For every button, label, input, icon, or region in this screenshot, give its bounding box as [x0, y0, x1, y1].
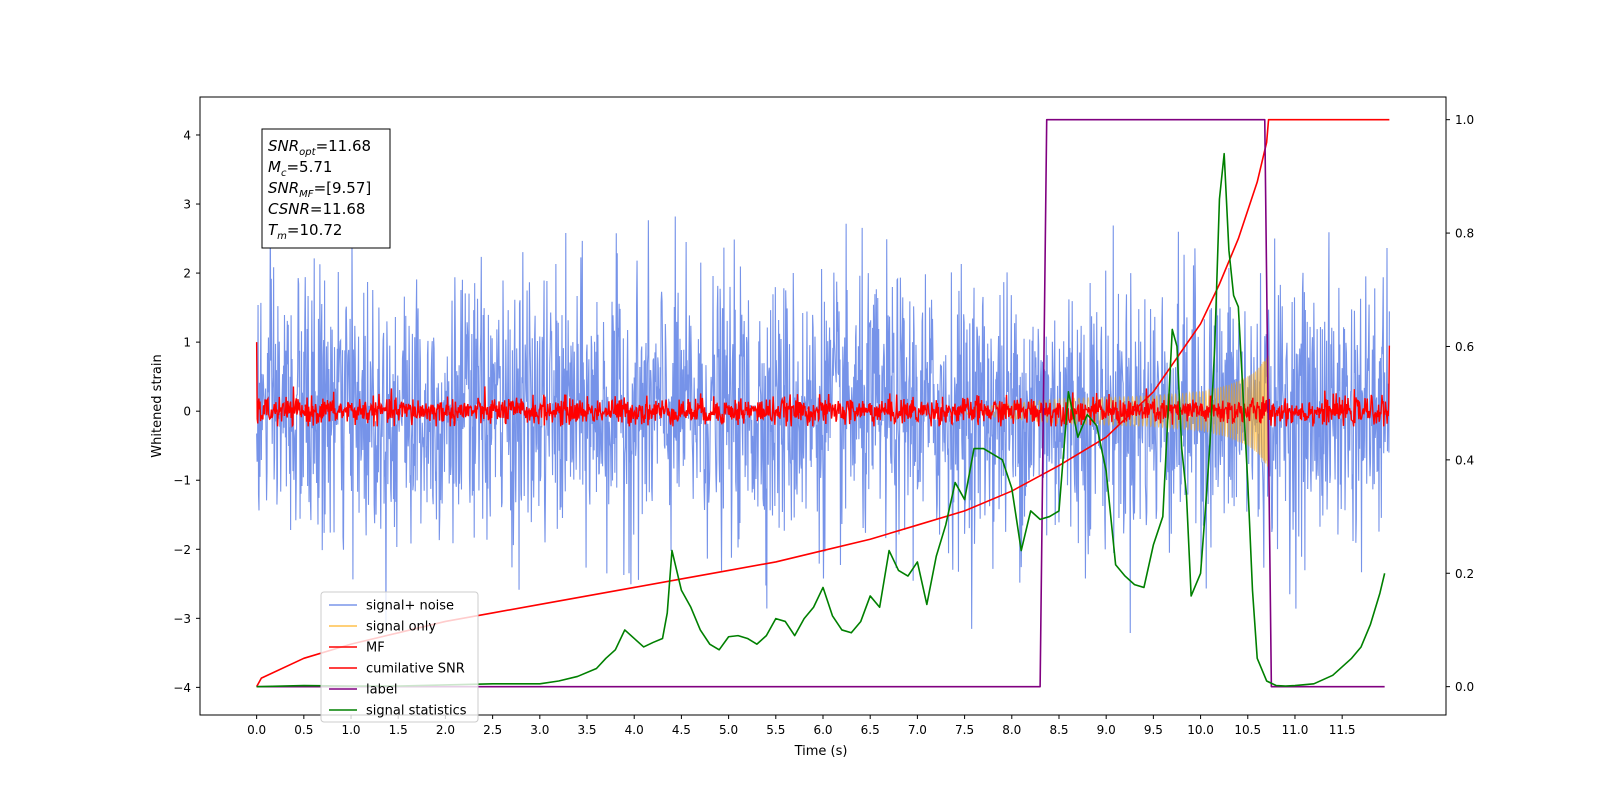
y-right-tick-label: 0.4 — [1455, 453, 1474, 467]
annotation-box: SNRopt=11.68Mc=5.71SNRMF=[9.57]CSNR=11.6… — [261, 128, 391, 249]
annotation-line: Mc=5.71 — [268, 158, 332, 179]
signal-statistics-line — [256, 152, 1386, 688]
x-tick-label: 8.5 — [1049, 723, 1068, 737]
y-left-tick-label: −4 — [173, 681, 191, 695]
y-axis-label-left: Whitened strain — [150, 354, 165, 457]
annotation-value: =5.71 — [286, 158, 332, 176]
annotation-subscript: MF — [299, 189, 314, 200]
annotation-symbol: SNR — [268, 179, 299, 197]
x-tick-label: 3.5 — [577, 723, 596, 737]
x-tick-label: 2.0 — [436, 723, 455, 737]
annotation-subscript: opt — [299, 147, 316, 158]
y-left-tick-label: 4 — [183, 128, 191, 142]
x-axis: 0.0 0.5 1.0 1.5 2.0 2.5 3.0 3.5 4.0 4.5 5.0 5.5 6.0 6… — [247, 715, 1356, 737]
series-signal-statistics — [256, 152, 1386, 688]
x-axis-label: Time (s) — [794, 744, 848, 759]
legend-label: label — [366, 683, 397, 698]
x-tick-label: 6.5 — [861, 723, 880, 737]
x-tick-label: 8.0 — [1002, 723, 1021, 737]
annotation-line: SNRopt=11.68 — [268, 137, 371, 158]
x-tick-label: 6.0 — [813, 723, 832, 737]
y-left-tick-label: 1 — [183, 336, 191, 350]
annotation-symbol: CSNR — [268, 200, 310, 218]
y-right-tick-label: 0.6 — [1455, 340, 1474, 354]
y-left-tick-label: 2 — [183, 267, 191, 281]
x-tick-label: 10.0 — [1187, 723, 1214, 737]
annotation-value: =[9.57] — [314, 179, 372, 197]
x-tick-label: 10.5 — [1234, 723, 1261, 737]
legend-label: MF — [366, 641, 385, 656]
x-tick-label: 5.0 — [719, 723, 738, 737]
y-axis-right: 1.0 0.8 0.6 0.4 0.2 0.0 — [1446, 113, 1474, 694]
annotation-line: CSNR=11.68 — [268, 200, 365, 218]
annotation-symbol: SNR — [268, 137, 299, 155]
y-left-tick-label: 3 — [183, 198, 191, 212]
legend-label: signal only — [366, 620, 436, 635]
x-tick-label: 9.5 — [1144, 723, 1163, 737]
x-tick-label: 1.0 — [341, 723, 360, 737]
y-axis-left: 4 3 2 1 0 −1 −2 −3 −4 — [173, 128, 200, 695]
y-right-tick-label: 0.2 — [1455, 567, 1474, 581]
annotation-value: =10.72 — [287, 221, 343, 239]
y-left-tick-label: 0 — [183, 405, 191, 419]
x-tick-label: 11.5 — [1329, 723, 1356, 737]
annotation-line: SNRMF=[9.57] — [268, 179, 371, 200]
y-left-tick-label: −1 — [173, 474, 191, 488]
legend-label: signal+ noise — [366, 599, 454, 614]
mf-line — [255, 342, 1391, 428]
x-tick-label: 9.0 — [1097, 723, 1116, 737]
x-tick-label: 4.0 — [625, 723, 644, 737]
legend-label: signal statistics — [366, 704, 467, 719]
x-tick-label: 1.5 — [389, 723, 408, 737]
annotation-subscript: c — [281, 168, 287, 179]
y-left-tick-label: −2 — [173, 543, 191, 557]
x-tick-label: 0.0 — [247, 723, 266, 737]
legend: signal+ noise signal only MF cumilative SNR… — [320, 591, 479, 723]
annotation-value: =11.68 — [316, 137, 372, 155]
x-tick-label: 4.5 — [672, 723, 691, 737]
series-mf — [255, 342, 1391, 428]
x-tick-label: 5.5 — [766, 723, 785, 737]
legend-label: cumilative SNR — [366, 662, 465, 677]
x-tick-label: 3.0 — [530, 723, 549, 737]
annotation-symbol: M — [268, 158, 281, 176]
annotation-subscript: m — [277, 231, 287, 242]
x-tick-label: 0.5 — [294, 723, 313, 737]
y-left-tick-label: −3 — [173, 612, 191, 626]
annotation-frame — [261, 128, 391, 249]
y-right-tick-label: 0.8 — [1455, 227, 1474, 241]
y-right-tick-label: 1.0 — [1455, 113, 1474, 127]
legend-frame — [320, 591, 479, 723]
x-tick-label: 7.0 — [908, 723, 927, 737]
x-tick-label: 11.0 — [1282, 723, 1309, 737]
x-tick-label: 2.5 — [483, 723, 502, 737]
annotation-value: =11.68 — [310, 200, 366, 218]
label-line — [256, 118, 1385, 688]
annotation-line: Tm=10.72 — [268, 221, 342, 242]
y-right-tick-label: 0.0 — [1455, 680, 1474, 694]
x-tick-label: 7.5 — [955, 723, 974, 737]
annotation-symbol: T — [268, 221, 279, 239]
series-label — [256, 118, 1385, 688]
